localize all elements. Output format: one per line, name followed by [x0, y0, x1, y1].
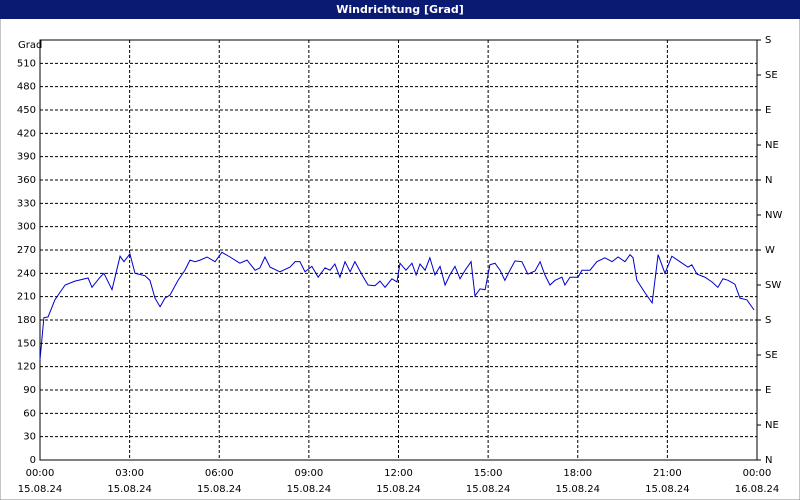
data-line — [39, 251, 755, 360]
y-tick-label: 300 — [17, 222, 36, 233]
y-tick-label: 180 — [17, 315, 36, 326]
x-tick-date: 15.08.24 — [287, 484, 332, 495]
x-tick-label: 00:00 — [743, 468, 772, 479]
y-tick-label: 60 — [23, 408, 36, 419]
y-tick-label: 510 — [17, 58, 36, 69]
y2-tick-label: SW — [765, 280, 781, 291]
y2-tick-label: SE — [765, 70, 778, 81]
y-tick-label: 480 — [17, 82, 36, 93]
y2-tick-label: S — [765, 315, 771, 326]
x-tick-date: 15.08.24 — [376, 484, 421, 495]
y-tick-label: 390 — [17, 152, 36, 163]
y-tick-label: 330 — [17, 198, 36, 209]
y2-tick-label: NE — [765, 140, 779, 151]
y-tick-label: 0 — [30, 455, 36, 466]
y2-tick-label: N — [765, 455, 772, 466]
x-tick-label: 03:00 — [115, 468, 144, 479]
x-tick-label: 00:00 — [26, 468, 55, 479]
y-tick-label: 30 — [23, 432, 36, 443]
x-tick-label: 06:00 — [205, 468, 234, 479]
x-tick-label: 12:00 — [384, 468, 413, 479]
y-tick-label: 150 — [17, 338, 36, 349]
x-tick-date: 15.08.24 — [466, 484, 511, 495]
y-tick-label: 120 — [17, 362, 36, 373]
x-tick-date: 15.08.24 — [555, 484, 600, 495]
y-tick-label: 450 — [17, 105, 36, 116]
y-tick-label: 270 — [17, 245, 36, 256]
y2-tick-label: N — [765, 175, 772, 186]
y-tick-label: 420 — [17, 128, 36, 139]
x-tick-date: 15.08.24 — [645, 484, 690, 495]
y2-tick-label: E — [765, 105, 771, 116]
y2-tick-label: SE — [765, 350, 778, 361]
x-tick-label: 15:00 — [474, 468, 503, 479]
y-tick-label: 240 — [17, 268, 36, 279]
y2-tick-label: NW — [765, 210, 782, 221]
y2-tick-label: W — [765, 245, 775, 256]
chart-title: Windrichtung [Grad] — [336, 3, 464, 16]
plot-border — [39, 39, 758, 461]
y-tick-label: 210 — [17, 292, 36, 303]
y-tick-label: 360 — [17, 175, 36, 186]
x-tick-date: 15.08.24 — [18, 484, 63, 495]
y2-tick-label: S — [765, 35, 771, 46]
title-bar — [0, 0, 800, 19]
y-tick-label: 90 — [23, 385, 36, 396]
x-tick-label: 09:00 — [294, 468, 323, 479]
y2-tick-label: NE — [765, 420, 779, 431]
x-tick-label: 18:00 — [563, 468, 592, 479]
x-tick-date: 15.08.24 — [197, 484, 242, 495]
x-tick-label: 21:00 — [653, 468, 682, 479]
y-axis-label: Grad — [18, 40, 42, 51]
y2-tick-label: E — [765, 385, 771, 396]
x-tick-date: 15.08.24 — [107, 484, 152, 495]
x-tick-date: 16.08.24 — [735, 484, 780, 495]
